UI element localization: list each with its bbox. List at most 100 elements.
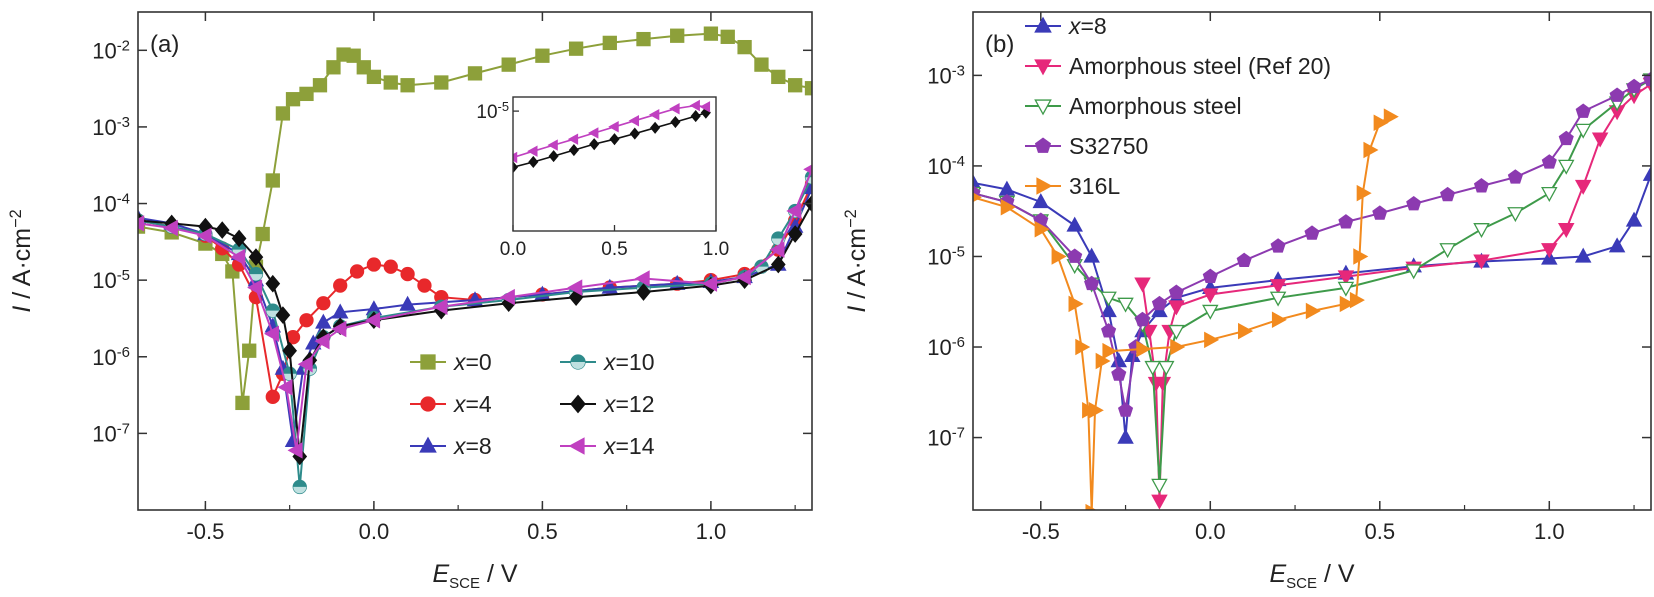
data-point (1117, 297, 1134, 313)
data-point (1626, 78, 1642, 94)
data-point (467, 66, 483, 81)
legend-label: x=12 (603, 391, 655, 417)
legend-label: x=10 (603, 349, 655, 375)
data-point (1625, 211, 1643, 227)
legend-label: 316L (1069, 173, 1120, 199)
data-point (1439, 243, 1456, 259)
data-point (312, 78, 328, 93)
y-tick-label: 10-3 (92, 113, 130, 140)
series-line (973, 115, 1391, 510)
data-point (1136, 340, 1152, 358)
data-point (1111, 366, 1127, 381)
y-tick-label: 10-7 (927, 424, 965, 451)
legend-marker (1036, 177, 1053, 195)
data-point (804, 81, 812, 96)
legend-label: x=8 (1068, 13, 1107, 39)
legend-marker (570, 394, 586, 414)
data-point (634, 270, 650, 287)
legend-marker (420, 396, 436, 412)
legend-marker (420, 354, 436, 370)
data-point (1558, 159, 1575, 175)
x-tick-label: 0.5 (1365, 519, 1396, 544)
data-point (255, 226, 270, 242)
data-point (1084, 275, 1100, 291)
inset-x-tick-label: 0.5 (601, 239, 627, 260)
data-point (1339, 295, 1355, 313)
data-point (568, 41, 584, 56)
x-tick-label: 1.0 (1534, 519, 1565, 544)
data-point (1473, 254, 1490, 270)
data-point (1541, 187, 1558, 203)
inset-series (513, 106, 711, 174)
data-point (1405, 264, 1422, 280)
data-point (1168, 324, 1185, 340)
legend-marker (1034, 137, 1052, 153)
y-tick-label: 10-5 (927, 243, 965, 270)
data-point (1134, 311, 1151, 327)
data-point (265, 389, 280, 404)
legend: x=8 Amorphous steel (Ref 20) Amorphous ste… (1025, 13, 1331, 199)
data-point (1373, 114, 1389, 131)
legend-item: S32750 (1025, 133, 1148, 159)
data-point (1000, 198, 1016, 216)
data-point (1144, 360, 1161, 376)
data-point (1151, 295, 1168, 311)
data-point (670, 28, 685, 43)
data-point (417, 278, 432, 293)
inset-data-point (629, 127, 640, 140)
data-point (1051, 248, 1067, 265)
data-point (214, 221, 230, 239)
data-point (242, 343, 257, 358)
data-point (331, 320, 347, 338)
x-tick-label: 1.0 (696, 519, 727, 544)
data-point (1100, 302, 1117, 318)
series-line (138, 176, 812, 487)
legend-label: x=8 (453, 433, 492, 459)
data-point (315, 313, 332, 329)
data-point (1117, 428, 1134, 444)
inset-data-point (547, 139, 558, 151)
data-point (1202, 268, 1218, 283)
data-point (1101, 323, 1117, 338)
data-point (299, 86, 314, 102)
legend: x=0 x=4 x=8 x=10 x=12 x=14 (410, 349, 655, 459)
data-point (432, 298, 448, 315)
data-point (1270, 238, 1286, 253)
y-tick-label: 10-2 (92, 37, 130, 64)
x-tick-label: 0.0 (359, 519, 390, 544)
data-point (1574, 247, 1592, 263)
data-point (1168, 300, 1185, 316)
data-point (1541, 154, 1557, 169)
data-point (1609, 87, 1625, 102)
data-point (196, 227, 212, 244)
data-point (1558, 223, 1575, 239)
data-point (1558, 130, 1574, 146)
data-point (1168, 284, 1184, 299)
legend-item: x=14 (560, 433, 655, 459)
data-point-half (249, 274, 263, 281)
inset-series (513, 99, 711, 164)
inset-data-point (699, 101, 711, 113)
data-point (602, 35, 617, 51)
data-point (346, 48, 361, 63)
legend-marker (419, 436, 437, 453)
inset-data-point (609, 133, 620, 146)
legend-marker (1034, 99, 1052, 116)
panel-b: -0.5 0.0 0.5 1.0 10-7 10-6 10-5 10-4 10-3 (b) ESCE… (842, 11, 1652, 592)
series-x-12 (138, 194, 812, 466)
data-point (285, 92, 301, 107)
data-point (803, 164, 812, 175)
data-point (973, 174, 982, 190)
data-point (275, 106, 291, 121)
data-point (383, 75, 398, 90)
data-point (769, 241, 785, 258)
data-point (1271, 311, 1287, 329)
data-point (299, 313, 314, 328)
data-point (314, 332, 330, 350)
y-tick-label: 10-3 (927, 62, 965, 89)
data-point (333, 278, 348, 293)
y-tick-label: 10-5 (92, 267, 130, 294)
data-point (1032, 193, 1050, 209)
data-point (235, 395, 250, 411)
